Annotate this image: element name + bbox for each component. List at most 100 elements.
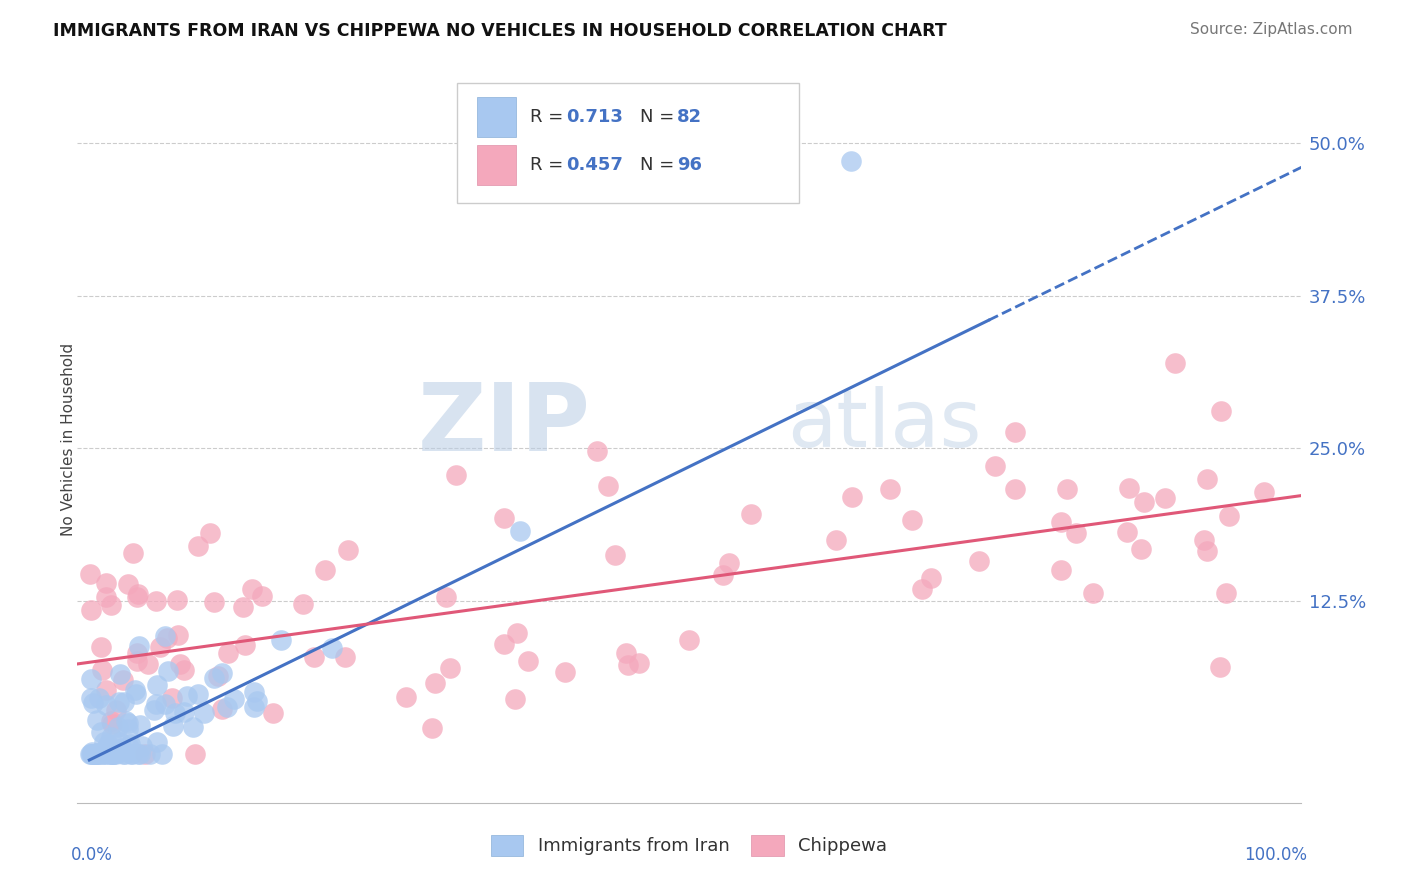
Point	[90, 664, 112, 678]
Point	[93, 747, 115, 761]
Point	[128, 639, 150, 653]
Text: 100.0%: 100.0%	[1244, 847, 1306, 864]
Point	[156, 664, 179, 678]
Point	[94, 576, 117, 591]
Point	[509, 524, 531, 538]
Point	[1081, 586, 1104, 600]
Text: 0.457: 0.457	[567, 156, 623, 174]
Point	[439, 661, 461, 675]
Point	[129, 717, 152, 731]
Point	[104, 747, 127, 761]
Point	[127, 654, 149, 668]
Point	[97, 737, 120, 751]
Point	[112, 695, 135, 709]
Bar	[477, 145, 516, 186]
Point	[103, 747, 125, 761]
Point	[90, 725, 112, 739]
Point	[108, 735, 131, 749]
Point	[145, 698, 167, 712]
Point	[83, 747, 105, 761]
Point	[84, 747, 107, 761]
Point	[1132, 495, 1154, 509]
Point	[423, 676, 446, 690]
Point	[131, 739, 153, 753]
Point	[596, 479, 619, 493]
Point	[434, 590, 457, 604]
Point	[160, 690, 183, 705]
Point	[603, 548, 626, 562]
Point	[124, 683, 146, 698]
Point	[187, 539, 209, 553]
Point	[86, 747, 108, 761]
Point	[100, 730, 122, 744]
Point	[111, 673, 134, 688]
Point	[105, 703, 128, 717]
Point	[82, 747, 104, 761]
Point	[162, 719, 184, 733]
Point	[554, 665, 576, 679]
Point	[108, 667, 131, 681]
Point	[678, 632, 700, 647]
Point	[127, 747, 149, 761]
Point	[302, 649, 325, 664]
Point	[824, 533, 846, 548]
Point	[718, 556, 741, 570]
Point	[1253, 485, 1275, 500]
Point	[1118, 482, 1140, 496]
Point	[516, 654, 538, 668]
Point	[82, 696, 104, 710]
Point	[711, 568, 734, 582]
Text: R =: R =	[530, 108, 569, 127]
Point	[101, 747, 124, 761]
Text: 0.713: 0.713	[567, 108, 623, 127]
Point	[155, 697, 177, 711]
Text: 96: 96	[676, 156, 702, 174]
Point	[243, 700, 266, 714]
Point	[103, 742, 125, 756]
Point	[118, 737, 141, 751]
Point	[98, 747, 121, 761]
Point	[146, 734, 169, 748]
Point	[967, 554, 990, 568]
Point	[107, 720, 129, 734]
Point	[86, 713, 108, 727]
Point	[1218, 508, 1240, 523]
Point	[139, 747, 162, 761]
Point	[1215, 586, 1237, 600]
Point	[117, 722, 139, 736]
Point	[1050, 515, 1073, 529]
Text: 0.0%: 0.0%	[72, 847, 112, 864]
Point	[176, 690, 198, 704]
Text: Source: ZipAtlas.com: Source: ZipAtlas.com	[1189, 22, 1353, 37]
Point	[1050, 563, 1073, 577]
Point	[222, 691, 245, 706]
Point	[232, 600, 254, 615]
Point	[910, 582, 932, 596]
Point	[494, 510, 516, 524]
Point	[920, 571, 942, 585]
Point	[82, 745, 104, 759]
Text: 82: 82	[676, 108, 702, 127]
Point	[184, 747, 207, 761]
Text: IMMIGRANTS FROM IRAN VS CHIPPEWA NO VEHICLES IN HOUSEHOLD CORRELATION CHART: IMMIGRANTS FROM IRAN VS CHIPPEWA NO VEHI…	[53, 22, 948, 40]
Point	[321, 641, 343, 656]
Point	[173, 705, 195, 719]
Point	[145, 678, 167, 692]
FancyBboxPatch shape	[457, 83, 799, 203]
Point	[121, 747, 143, 761]
Bar	[477, 97, 516, 137]
Point	[87, 747, 110, 761]
Point	[181, 720, 204, 734]
Point	[83, 747, 105, 761]
Point	[90, 640, 112, 655]
Point	[114, 747, 136, 761]
Point	[166, 593, 188, 607]
Point	[115, 714, 138, 728]
Point	[585, 443, 607, 458]
Point	[127, 646, 149, 660]
Point	[142, 703, 165, 717]
Point	[1153, 491, 1175, 505]
Point	[117, 577, 139, 591]
Text: N =: N =	[640, 108, 681, 127]
Point	[167, 628, 190, 642]
